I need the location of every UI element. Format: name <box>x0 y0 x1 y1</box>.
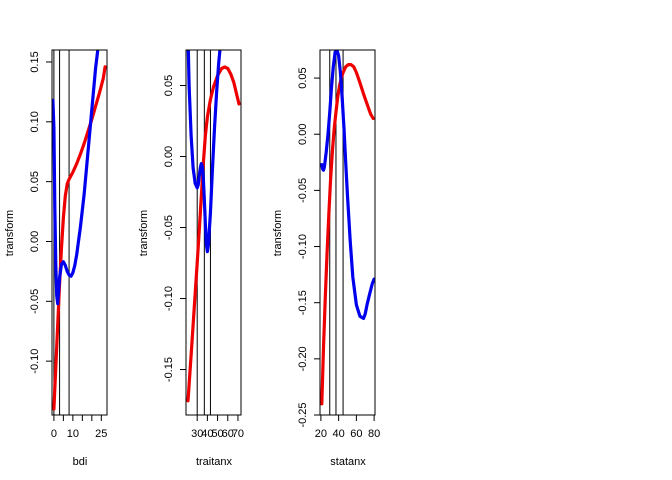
x-tick-label: 10 <box>67 428 79 440</box>
y-tick-label: 0.00 <box>297 124 309 145</box>
y-axis-title: transform <box>4 210 16 256</box>
y-tick-label: 0.10 <box>29 111 41 132</box>
x-tick-label: 80 <box>368 428 380 440</box>
x-tick-label: 70 <box>232 428 244 440</box>
y-axis-title: transform <box>272 210 284 256</box>
y-tick-label: -0.15 <box>163 357 175 382</box>
y-tick-label: -0.05 <box>297 178 309 203</box>
y-tick-label: 0.15 <box>29 51 41 72</box>
y-tick-label: -0.10 <box>297 234 309 259</box>
x-axis-title: traitanx <box>196 456 233 468</box>
series-line-blue <box>186 50 222 254</box>
series-line-blue <box>320 50 375 320</box>
y-tick-label: 0.05 <box>163 75 175 96</box>
y-tick-label: -0.10 <box>29 349 41 374</box>
x-tick-label: 20 <box>315 428 327 440</box>
y-tick-label: 0.05 <box>297 67 309 88</box>
x-tick-label: 40 <box>201 428 213 440</box>
x-tick-label: 30 <box>191 428 203 440</box>
y-tick-label: -0.20 <box>297 346 309 371</box>
x-tick-label: 0 <box>51 428 57 440</box>
panel-statanx: statanx transform 20 40 60 80 -0.25 -0.20 -0.1… <box>272 49 380 468</box>
y-tick-label: -0.25 <box>297 402 309 427</box>
x-axis-title: bdi <box>73 456 88 468</box>
x-tick-label: 60 <box>222 428 234 440</box>
y-tick-label: 0.05 <box>29 171 41 192</box>
y-tick-label: 0.00 <box>29 231 41 252</box>
plot-frame <box>185 49 242 416</box>
y-tick-label: -0.15 <box>297 290 309 315</box>
plot-frame <box>51 49 108 416</box>
x-tick-label: 40 <box>333 428 345 440</box>
x-tick-label: 50 <box>211 428 223 440</box>
x-axis-title: statanx <box>330 456 366 468</box>
plot-frame <box>319 49 376 416</box>
panel-bdi: bdi transform 0 10 25 -0.10 -0.05 0.00 0.05 0.1… <box>4 49 108 468</box>
y-tick-label: 0.00 <box>163 146 175 167</box>
series-line-blue <box>52 50 100 306</box>
y-tick-label: -0.05 <box>29 289 41 314</box>
series-line-red <box>186 65 241 403</box>
y-axis-title: transform <box>138 210 150 256</box>
y-tick-label: -0.10 <box>163 286 175 311</box>
x-tick-label: 60 <box>350 428 362 440</box>
x-tick-label: 25 <box>95 428 107 440</box>
y-tick-label: -0.05 <box>163 215 175 240</box>
